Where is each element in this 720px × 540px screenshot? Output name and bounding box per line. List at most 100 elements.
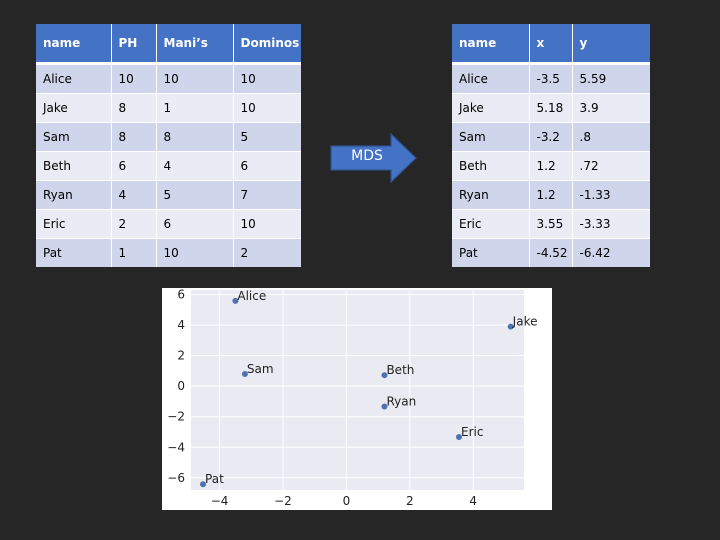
table-row: Ryan 4 5 7	[36, 180, 301, 210]
cell-y: 3.9	[572, 93, 650, 123]
y-tick-label: −4	[167, 440, 185, 454]
cell-manis: 6	[156, 209, 234, 239]
scatter-plot-svg: −4 −2 0 2 4 −6 −4 −2 0 2 4 6 Alice Jake Sam Beth Ryan Eri…	[167, 288, 538, 508]
data-point-sam	[241, 370, 248, 377]
x-tick-label: 2	[406, 494, 414, 508]
y-tick-label: −6	[167, 471, 185, 485]
cell-x: 1.2	[529, 151, 573, 181]
cell-manis: 1	[156, 93, 234, 123]
cell-dominos: 7	[233, 180, 301, 210]
cell-manis: 10	[156, 238, 234, 267]
cell-y: -1.33	[572, 180, 650, 210]
data-point-pat	[200, 481, 207, 488]
cell-name: Sam	[36, 122, 112, 152]
mds-label: MDS	[351, 148, 383, 164]
y-tick-label: 2	[177, 349, 185, 363]
cell-ph: 6	[111, 151, 157, 181]
cell-ph: 1	[111, 238, 157, 267]
cell-ph: 8	[111, 93, 157, 123]
y-tick-label: −2	[167, 410, 185, 424]
mds-arrow	[330, 133, 417, 183]
cell-manis: 4	[156, 151, 234, 181]
cell-y: 5.59	[572, 63, 650, 94]
cell-x: 3.55	[529, 209, 573, 239]
cell-dominos: 10	[233, 93, 301, 123]
cell-ph: 8	[111, 122, 157, 152]
cell-name: Sam	[452, 122, 530, 152]
data-point-jake	[507, 323, 514, 330]
cell-name: Alice	[452, 63, 530, 94]
cell-dominos: 10	[233, 209, 301, 239]
cell-y: .8	[572, 122, 650, 152]
cell-manis: 10	[156, 63, 234, 94]
table-row: Ryan 1.2 -1.33	[452, 180, 650, 210]
data-point-eric	[455, 434, 462, 441]
table-row: Jake 5.18 3.9	[452, 93, 650, 123]
x-tick-label: 4	[469, 494, 477, 508]
cell-x: -3.5	[529, 63, 573, 94]
cell-x: -4.52	[529, 238, 573, 267]
cell-x: 5.18	[529, 93, 573, 123]
point-label-beth: Beth	[386, 363, 414, 377]
cell-manis: 5	[156, 180, 234, 210]
point-label-ryan: Ryan	[386, 394, 416, 408]
cell-name: Pat	[36, 238, 112, 267]
table-row: Alice -3.5 5.59	[452, 63, 650, 94]
y-tick-label: 4	[177, 318, 185, 332]
cell-name: Beth	[452, 151, 530, 181]
cell-dominos: 5	[233, 122, 301, 152]
mds-scatter-chart: −4 −2 0 2 4 −6 −4 −2 0 2 4 6 Alice Jake Sam Beth Ryan Eri…	[162, 288, 552, 510]
table-row: Jake 8 1 10	[36, 93, 301, 123]
arrow-shape	[330, 133, 417, 183]
cell-name: Jake	[36, 93, 112, 123]
point-label-pat: Pat	[205, 472, 224, 486]
x-tick-label: 0	[343, 494, 351, 508]
y-tick-label: 6	[177, 288, 185, 302]
cell-name: Jake	[452, 93, 530, 123]
point-label-alice: Alice	[237, 289, 266, 303]
cell-y: -3.33	[572, 209, 650, 239]
cell-manis: 8	[156, 122, 234, 152]
coordinates-table-header-row: name x y	[452, 24, 650, 65]
col-header-x: x	[529, 24, 573, 65]
table-row: Sam 8 8 5	[36, 122, 301, 152]
cell-ph: 2	[111, 209, 157, 239]
coordinates-table: name x y Alice -3.5 5.59 Jake 5.18 3.9 S…	[452, 24, 650, 267]
ratings-table-header-row: name PH Mani’s Dominos	[36, 24, 301, 65]
col-header-manis: Mani’s	[156, 24, 234, 65]
col-header-name: name	[452, 24, 530, 65]
cell-ph: 10	[111, 63, 157, 94]
table-row: Sam -3.2 .8	[452, 122, 650, 152]
x-tick-label: −4	[211, 494, 229, 508]
cell-x: -3.2	[529, 122, 573, 152]
table-row: Pat 1 10 2	[36, 238, 301, 267]
cell-x: 1.2	[529, 180, 573, 210]
col-header-y: y	[572, 24, 650, 65]
data-point-beth	[381, 372, 388, 379]
cell-y: -6.42	[572, 238, 650, 267]
data-point-alice	[232, 297, 239, 304]
table-row: Eric 2 6 10	[36, 209, 301, 239]
point-label-sam: Sam	[247, 362, 274, 376]
cell-dominos: 2	[233, 238, 301, 267]
cell-name: Eric	[36, 209, 112, 239]
cell-name: Alice	[36, 63, 112, 94]
cell-dominos: 10	[233, 63, 301, 94]
point-label-eric: Eric	[461, 425, 483, 439]
ratings-table: name PH Mani’s Dominos Alice 10 10 10 Ja…	[36, 24, 301, 267]
cell-ph: 4	[111, 180, 157, 210]
point-label-jake: Jake	[512, 315, 538, 329]
table-row: Eric 3.55 -3.33	[452, 209, 650, 239]
col-header-dominos: Dominos	[233, 24, 301, 65]
col-header-name: name	[36, 24, 112, 65]
data-point-ryan	[381, 403, 388, 410]
cell-name: Eric	[452, 209, 530, 239]
plot-area	[191, 290, 524, 490]
table-row: Alice 10 10 10	[36, 63, 301, 94]
table-row: Beth 6 4 6	[36, 151, 301, 181]
col-header-ph: PH	[111, 24, 157, 65]
cell-name: Ryan	[36, 180, 112, 210]
cell-name: Beth	[36, 151, 112, 181]
cell-name: Pat	[452, 238, 530, 267]
cell-dominos: 6	[233, 151, 301, 181]
